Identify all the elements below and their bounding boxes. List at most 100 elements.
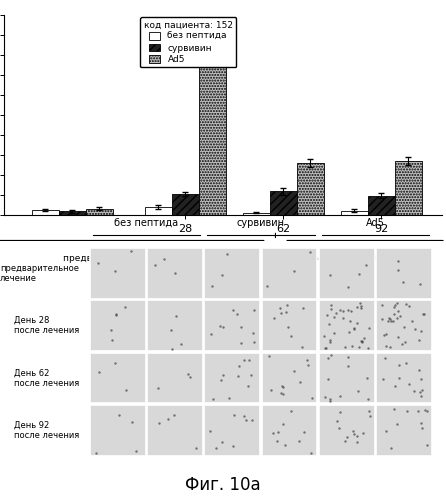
Point bbox=[206, 427, 214, 435]
Point bbox=[245, 356, 252, 364]
Bar bbox=[376, 353, 432, 403]
Point bbox=[390, 405, 397, 413]
Point bbox=[288, 407, 295, 415]
Text: Ad5: Ad5 bbox=[366, 218, 385, 228]
Bar bbox=[204, 248, 260, 298]
Point bbox=[395, 374, 402, 382]
Point bbox=[330, 329, 337, 337]
Point bbox=[95, 259, 102, 267]
Point bbox=[168, 345, 175, 353]
Point bbox=[291, 267, 298, 275]
Point bbox=[390, 303, 397, 311]
Point bbox=[278, 382, 285, 390]
Point bbox=[93, 449, 100, 457]
Point bbox=[411, 387, 418, 395]
Point bbox=[291, 367, 298, 375]
Point bbox=[164, 415, 171, 423]
Point bbox=[382, 427, 389, 435]
Point bbox=[269, 429, 277, 437]
Point bbox=[235, 362, 243, 370]
Point bbox=[390, 310, 397, 318]
Point bbox=[337, 392, 344, 400]
Point bbox=[401, 323, 408, 331]
Point bbox=[404, 407, 411, 415]
Bar bbox=[90, 353, 146, 403]
Point bbox=[353, 303, 360, 311]
Point bbox=[333, 309, 340, 317]
Bar bbox=[297, 163, 324, 215]
Point bbox=[161, 255, 168, 263]
Point bbox=[326, 320, 333, 328]
Point bbox=[347, 317, 354, 325]
Point bbox=[344, 362, 351, 370]
Point bbox=[326, 270, 333, 278]
Point bbox=[348, 307, 355, 315]
Point bbox=[273, 437, 281, 445]
Bar bbox=[204, 405, 260, 456]
Point bbox=[327, 397, 334, 405]
Point bbox=[366, 412, 373, 420]
Bar bbox=[90, 300, 146, 351]
Point bbox=[287, 332, 294, 340]
Point bbox=[402, 300, 409, 308]
Point bbox=[345, 306, 352, 314]
Point bbox=[280, 383, 287, 391]
Bar bbox=[147, 353, 203, 403]
Point bbox=[243, 416, 250, 424]
Point bbox=[304, 361, 311, 369]
Point bbox=[405, 302, 413, 310]
Point bbox=[308, 449, 315, 457]
Point bbox=[357, 304, 364, 312]
Point bbox=[284, 323, 291, 331]
Point bbox=[353, 438, 360, 446]
Bar bbox=[262, 405, 318, 456]
Text: предварительное лечение: предварительное лечение bbox=[63, 254, 191, 263]
Point bbox=[208, 330, 215, 338]
Point bbox=[155, 384, 162, 392]
Point bbox=[345, 328, 352, 336]
Point bbox=[326, 335, 334, 343]
Point bbox=[270, 313, 277, 321]
Point bbox=[394, 257, 401, 265]
Bar bbox=[376, 405, 432, 456]
Point bbox=[399, 278, 406, 286]
Point bbox=[378, 301, 385, 309]
Text: Фиг. 10а: Фиг. 10а bbox=[185, 476, 261, 494]
Point bbox=[240, 412, 247, 420]
Point bbox=[178, 340, 185, 348]
Point bbox=[418, 392, 425, 400]
Point bbox=[365, 407, 372, 415]
Point bbox=[363, 261, 370, 269]
Point bbox=[358, 337, 365, 345]
Point bbox=[297, 378, 304, 386]
Bar bbox=[199, 49, 226, 215]
Point bbox=[359, 429, 366, 437]
Point bbox=[356, 299, 363, 307]
Point bbox=[339, 307, 347, 315]
Point bbox=[354, 387, 361, 395]
Point bbox=[383, 342, 390, 350]
Point bbox=[323, 311, 330, 319]
Point bbox=[340, 314, 347, 322]
Point bbox=[326, 395, 333, 403]
Point bbox=[421, 406, 429, 414]
Point bbox=[220, 371, 227, 379]
Point bbox=[360, 333, 367, 341]
Point bbox=[173, 312, 180, 320]
Point bbox=[156, 419, 163, 427]
Bar bbox=[172, 194, 199, 215]
Point bbox=[328, 305, 335, 313]
Point bbox=[299, 343, 306, 351]
Bar bbox=[319, 300, 375, 351]
Point bbox=[320, 332, 327, 340]
Point bbox=[423, 441, 430, 449]
Point bbox=[230, 305, 237, 313]
Point bbox=[264, 281, 271, 289]
Point bbox=[325, 375, 332, 383]
Point bbox=[336, 425, 343, 433]
Point bbox=[185, 370, 192, 378]
Bar bbox=[262, 353, 318, 403]
Point bbox=[333, 417, 340, 425]
Point bbox=[380, 331, 388, 339]
Point bbox=[388, 317, 395, 325]
